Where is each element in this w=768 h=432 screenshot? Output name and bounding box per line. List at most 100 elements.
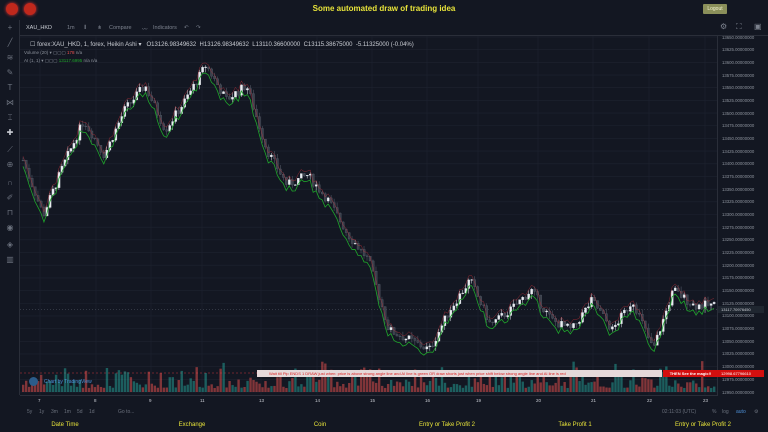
range-5d[interactable]: 5d: [77, 409, 83, 415]
fullscreen-icon[interactable]: ⛶: [736, 22, 742, 31]
price-axis[interactable]: 13650.00000000 13625.00000000 13600.000000…: [718, 35, 768, 395]
candle: [530, 289, 533, 295]
legend-checkbox[interactable]: ☐: [30, 42, 36, 48]
log-toggle[interactable]: log: [722, 409, 729, 415]
candle: [243, 84, 246, 91]
volume-na: n/a: [75, 50, 83, 55]
candle: [569, 323, 572, 328]
eye-icon[interactable]: ◉: [6, 223, 14, 232]
range-3m[interactable]: 3m: [51, 409, 58, 415]
volume-bar: [333, 387, 336, 392]
settings-icon[interactable]: ⚙: [720, 22, 728, 31]
drawing-toolbar: + ╱ ≋ ✎ T ⋈ ⌶ ✚ ⟋ ⊕ ∩ ✐ ⊓ ◉ ◈ ▥: [0, 20, 20, 395]
volume-bar: [641, 377, 644, 392]
crosshair-icon[interactable]: +: [7, 23, 13, 32]
compare-button[interactable]: Compare: [109, 25, 132, 31]
volume-bar: [377, 368, 381, 392]
percent-toggle[interactable]: %: [712, 409, 717, 415]
ai-label[interactable]: AI (1, 1): [24, 58, 41, 63]
candle: [428, 345, 432, 347]
volume-bar: [512, 382, 515, 392]
pattern-icon[interactable]: ⋈: [6, 98, 14, 107]
candle: [240, 84, 243, 96]
alarm-icon[interactable]: [6, 3, 18, 15]
symbol-search[interactable]: XAU_HKD: [26, 25, 52, 31]
logout-button[interactable]: Logout: [703, 4, 727, 14]
volume-bar: [156, 387, 160, 392]
axis-settings-icon[interactable]: ⚙: [754, 409, 759, 415]
candle: [231, 97, 234, 100]
candle: [81, 124, 85, 127]
volume-bar: [243, 386, 246, 392]
interval-select[interactable]: 1m: [67, 25, 75, 31]
text-icon[interactable]: T: [7, 83, 13, 92]
volume-bar: [87, 387, 91, 392]
candle: [285, 177, 288, 185]
trash-icon[interactable]: ▥: [6, 255, 14, 264]
legend-symbol[interactable]: forex:XAU_HKD, 1, forex, Heikin Ashi: [37, 42, 137, 48]
angle-line: [22, 62, 715, 346]
candle: [368, 256, 372, 262]
volume-bar: [446, 387, 450, 392]
trend-line-icon[interactable]: ╱: [7, 38, 13, 47]
pitchfork-icon[interactable]: ≋: [6, 53, 14, 62]
candle: [267, 146, 270, 157]
date-tick-label: 20: [536, 398, 542, 403]
price-chart[interactable]: [20, 36, 718, 395]
ruler-icon[interactable]: ⟋: [7, 145, 13, 154]
volume-bar: [264, 381, 267, 392]
layers-icon[interactable]: ◈: [6, 240, 14, 249]
price-tick-label: 13400.00000000: [722, 161, 755, 167]
volume-bar: [201, 387, 204, 392]
candle: [96, 138, 100, 146]
zoom-icon[interactable]: ⊕: [6, 160, 14, 169]
footer: Date Time Exchange Coin Entry or Take Pr…: [0, 419, 768, 432]
goto-button[interactable]: Go to...: [118, 409, 135, 415]
volume-bar: [677, 383, 680, 392]
volume-bar: [180, 370, 183, 392]
volume-bar: [554, 382, 557, 392]
candle: [371, 260, 375, 272]
candle: [524, 296, 527, 300]
undo-icon[interactable]: ↶: [184, 25, 189, 31]
candle: [66, 151, 70, 161]
redo-icon[interactable]: ↷: [196, 25, 201, 31]
candle: [147, 86, 150, 96]
camera-icon[interactable]: ▣: [754, 22, 762, 31]
magnet-icon[interactable]: ∩: [7, 178, 13, 187]
volume-bar: [51, 384, 55, 392]
indicators-button[interactable]: Indicators: [153, 25, 177, 31]
candle: [688, 304, 692, 306]
stay-drawing-icon[interactable]: ✐: [6, 193, 14, 202]
back-icon[interactable]: ✚: [6, 128, 14, 137]
chart-type-icon[interactable]: ⫴: [84, 25, 87, 31]
candle: [685, 294, 689, 305]
indicators-icon[interactable]: 〰: [142, 27, 148, 33]
volume-label[interactable]: Volume (20): [24, 50, 49, 55]
range-1y[interactable]: 1y: [39, 409, 45, 415]
range-1m[interactable]: 1m: [64, 409, 71, 415]
lock-icon[interactable]: ⊓: [6, 208, 14, 217]
volume-bar: [443, 382, 447, 392]
candle: [560, 321, 563, 328]
date-axis[interactable]: 7 8 9 11 13 14 15 16 19 20 21 22 23: [20, 395, 718, 405]
candle: [485, 305, 489, 321]
brush-icon[interactable]: ✎: [6, 68, 14, 77]
candle: [700, 304, 704, 309]
volume-bar: [225, 387, 228, 392]
auto-toggle[interactable]: auto: [736, 409, 746, 415]
candle: [572, 323, 575, 328]
tradingview-logo-icon[interactable]: [29, 377, 38, 386]
prediction-icon[interactable]: ⌶: [7, 113, 13, 122]
compare-icon[interactable]: ⩲: [98, 25, 102, 31]
alarm-icon[interactable]: [24, 3, 36, 15]
volume-bar: [126, 372, 130, 392]
footer-exchange: Exchange: [178, 422, 206, 428]
candle: [506, 315, 509, 318]
range-1d[interactable]: 1d: [89, 409, 95, 415]
candle: [458, 293, 462, 304]
tradingview-branding[interactable]: Chart by TradingView: [44, 379, 92, 385]
volume-bar: [665, 366, 668, 392]
volume-bar: [638, 386, 641, 392]
range-5y[interactable]: 5y: [27, 409, 33, 415]
